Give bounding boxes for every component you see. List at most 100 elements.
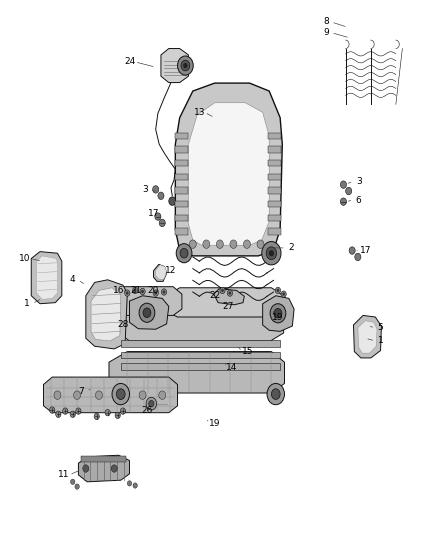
Circle shape	[221, 289, 224, 292]
Polygon shape	[91, 288, 121, 341]
Circle shape	[75, 484, 79, 489]
Text: 2: 2	[288, 244, 294, 253]
Text: 28: 28	[117, 320, 129, 329]
Polygon shape	[214, 289, 244, 305]
Text: 22: 22	[209, 291, 220, 300]
Bar	[121, 340, 280, 348]
Polygon shape	[109, 352, 285, 393]
Circle shape	[340, 198, 346, 205]
Circle shape	[152, 185, 159, 193]
Bar	[268, 146, 281, 152]
Circle shape	[216, 240, 223, 248]
Polygon shape	[43, 377, 177, 413]
Bar	[268, 215, 281, 221]
Circle shape	[159, 391, 166, 399]
Circle shape	[111, 465, 117, 472]
Circle shape	[117, 391, 124, 399]
Polygon shape	[188, 103, 269, 245]
Circle shape	[269, 250, 274, 256]
Circle shape	[133, 483, 138, 488]
Text: 8: 8	[323, 18, 329, 27]
Circle shape	[56, 411, 61, 417]
Circle shape	[346, 187, 352, 195]
Circle shape	[139, 303, 155, 322]
Circle shape	[117, 389, 125, 399]
Circle shape	[272, 389, 280, 399]
Circle shape	[70, 411, 75, 417]
Circle shape	[266, 247, 277, 260]
Text: 17: 17	[148, 209, 159, 218]
Bar	[175, 174, 188, 180]
Circle shape	[95, 391, 102, 399]
Circle shape	[227, 290, 233, 296]
Text: 19: 19	[272, 312, 284, 321]
Circle shape	[257, 240, 264, 248]
Circle shape	[274, 309, 282, 318]
Text: 19: 19	[209, 419, 220, 428]
Bar	[175, 201, 188, 207]
Circle shape	[340, 181, 346, 188]
Circle shape	[155, 213, 161, 220]
Circle shape	[183, 63, 187, 68]
Text: 13: 13	[194, 108, 205, 117]
Circle shape	[49, 407, 55, 413]
Bar	[175, 160, 188, 166]
Circle shape	[169, 197, 176, 205]
Circle shape	[83, 465, 89, 472]
Circle shape	[180, 248, 188, 258]
Circle shape	[146, 397, 156, 410]
Bar	[268, 228, 281, 235]
Circle shape	[120, 408, 126, 414]
Bar	[175, 133, 188, 139]
Circle shape	[159, 219, 165, 227]
Bar	[175, 228, 188, 235]
Text: 1: 1	[24, 299, 30, 308]
Bar	[175, 187, 188, 193]
Polygon shape	[358, 321, 377, 353]
Circle shape	[141, 290, 144, 293]
Text: 21: 21	[131, 286, 142, 295]
Bar	[121, 364, 280, 370]
Circle shape	[76, 408, 81, 414]
Polygon shape	[78, 455, 130, 482]
Text: 16: 16	[113, 286, 124, 295]
Circle shape	[244, 240, 251, 248]
Circle shape	[230, 240, 237, 248]
Circle shape	[177, 56, 193, 75]
Circle shape	[74, 391, 81, 399]
Bar	[268, 133, 281, 139]
Circle shape	[176, 244, 192, 263]
Text: 24: 24	[124, 58, 135, 66]
Circle shape	[112, 383, 130, 405]
Text: 3: 3	[142, 185, 148, 194]
Text: 7: 7	[78, 387, 85, 396]
Polygon shape	[166, 288, 284, 317]
Bar	[81, 456, 127, 462]
Circle shape	[189, 240, 196, 248]
Circle shape	[161, 289, 166, 295]
Text: 27: 27	[222, 302, 233, 311]
Text: 6: 6	[356, 196, 362, 205]
Circle shape	[63, 408, 68, 414]
Bar	[268, 201, 281, 207]
Text: 17: 17	[360, 246, 371, 255]
Polygon shape	[109, 287, 182, 316]
Circle shape	[125, 290, 130, 296]
Circle shape	[283, 293, 285, 296]
Circle shape	[94, 413, 99, 419]
Circle shape	[229, 292, 231, 295]
Circle shape	[355, 253, 361, 261]
Text: 26: 26	[141, 406, 153, 415]
Circle shape	[143, 308, 151, 318]
Text: 14: 14	[226, 363, 238, 372]
Circle shape	[349, 247, 355, 254]
Circle shape	[203, 240, 210, 248]
Text: 4: 4	[70, 275, 75, 284]
Polygon shape	[153, 264, 166, 281]
Circle shape	[139, 391, 146, 399]
Text: 5: 5	[378, 323, 383, 332]
Circle shape	[115, 412, 120, 418]
Bar	[175, 146, 188, 152]
Text: 11: 11	[58, 471, 70, 479]
Circle shape	[134, 289, 137, 292]
